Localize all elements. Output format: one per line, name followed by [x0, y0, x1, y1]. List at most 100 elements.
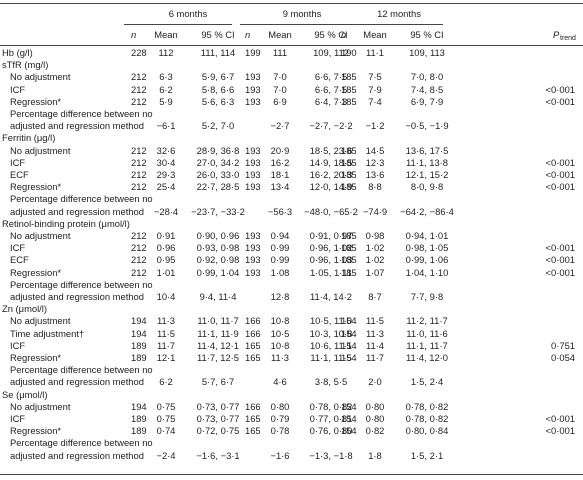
ci-cell: 109, 113 [409, 47, 445, 58]
ci-cell: 0·98, 1·05 [405, 242, 449, 254]
n-cell: 154 [341, 413, 357, 424]
column-header: n [245, 29, 251, 40]
n-cell: 185 [341, 156, 357, 168]
n-cell: 154 [341, 400, 357, 412]
n-cell: 199 [245, 47, 261, 58]
column-header: Mean [268, 29, 292, 40]
p-cell: 0·751 [551, 339, 575, 351]
ci-cell: 11·0, 11·6 [406, 327, 448, 339]
mean-cell: 0·94 [270, 230, 290, 241]
mean-cell: 7·0 [273, 71, 287, 83]
column-header: n [341, 29, 347, 40]
mean-cell: 6·2 [159, 83, 173, 95]
ci-cell: 6·4, 7·3 [314, 95, 348, 107]
ci-cell: 0·73, 0·77 [196, 400, 240, 412]
ci-cell: 109, 112 [313, 47, 349, 58]
group-rule [240, 24, 348, 25]
ci-cell: 0·91, 0·97 [309, 230, 353, 241]
section-title: Retinol-binding protein (μmol/l) [2, 217, 130, 229]
section-title: sTfR (mg/l) [2, 59, 49, 71]
row-label: Regression* [10, 425, 62, 437]
mean-cell: 6·2 [159, 376, 173, 388]
n-cell: 212 [131, 181, 147, 193]
n-cell: 212 [131, 254, 147, 266]
row-label: adjusted and regression method [10, 205, 144, 217]
n-cell: 165 [245, 413, 261, 424]
ci-cell: 11·1, 11·7 [406, 339, 448, 351]
ci-cell: 0·90, 0·96 [196, 230, 240, 241]
ci-cell: 1·5, 2·4 [410, 376, 444, 388]
mean-cell: 0·99 [270, 242, 290, 254]
ci-cell: 0·96, 1·02 [309, 242, 353, 254]
ci-cell: 0·78, 0·82 [309, 400, 353, 412]
row-label: Percentage difference between no [10, 278, 153, 290]
row-label: adjusted and regression method [10, 376, 144, 388]
mean-cell: 13·4 [270, 181, 290, 193]
mean-cell: −74·9 [362, 205, 388, 217]
mean-cell: 0·78 [270, 425, 290, 437]
mean-cell: −2·4 [156, 449, 176, 461]
row-label: ICF [10, 339, 26, 351]
ci-cell: 11·2, 11·7 [406, 315, 448, 327]
mean-cell: 12·3 [365, 156, 385, 168]
row-label: ICF [10, 156, 26, 168]
ci-cell: 7·4, 8·5 [410, 83, 444, 95]
ci-cell: 18·5, 23·6 [309, 144, 353, 156]
ci-cell: −23·7, −33·2 [191, 205, 245, 217]
mean-cell: 16·2 [270, 156, 290, 168]
ci-cell: 5·9, 6·7 [201, 71, 235, 83]
row-label: Regression* [10, 352, 62, 363]
ci-cell: 0·99, 1·06 [405, 254, 449, 266]
mean-cell: 0·75 [156, 413, 176, 424]
header-rule [0, 45, 583, 46]
ci-cell: 0·78, 0·82 [405, 400, 449, 412]
n-cell: 185 [341, 266, 357, 278]
mean-cell: 29·3 [156, 169, 176, 180]
ci-cell: 13·6, 17·5 [405, 144, 449, 156]
column-header: 95 % CI [314, 29, 348, 40]
n-cell: 165 [245, 339, 261, 351]
n-cell: 193 [245, 254, 261, 266]
n-cell: 189 [131, 413, 147, 424]
column-header: Mean [363, 29, 387, 40]
mean-cell: 112 [158, 47, 174, 58]
row-label: adjusted and regression method [10, 120, 144, 132]
mean-cell: 11·3 [270, 352, 290, 363]
mean-cell: 10·4 [156, 291, 176, 302]
ci-cell: −64·2, −86·4 [400, 205, 454, 217]
ci-cell: 7·0, 8·0 [410, 71, 444, 83]
mean-cell: 5·9 [159, 95, 173, 107]
ci-cell: 0·99, 1·04 [196, 266, 240, 278]
n-cell: 212 [131, 169, 147, 180]
mean-cell: −1·2 [365, 120, 385, 132]
mean-cell: 1·07 [365, 266, 385, 278]
ci-cell: 5·8, 6·6 [201, 83, 235, 95]
row-label: adjusted and regression method [10, 291, 144, 302]
mean-cell: 11·5 [365, 315, 385, 327]
n-cell: 185 [341, 95, 357, 107]
ci-cell: 11·1, 11·9 [197, 327, 239, 339]
n-cell: 194 [131, 315, 147, 327]
mean-cell: 7·9 [368, 83, 382, 95]
ci-cell: 10·3, 10·8 [309, 327, 353, 339]
mean-cell: −28·4 [153, 205, 179, 217]
mean-cell: 111 [272, 47, 288, 58]
ci-cell: −0·5, −1·9 [405, 120, 449, 132]
row-label: Percentage difference between no [10, 364, 153, 376]
ci-cell: −1·3, −1·8 [309, 449, 353, 461]
n-cell: 165 [245, 425, 261, 437]
n-cell: 154 [341, 339, 357, 351]
mean-cell: 11·3 [365, 327, 385, 339]
ci-cell: 0·73, 0·77 [196, 413, 240, 424]
ci-cell: 16·2, 20·3 [309, 169, 353, 180]
mean-cell: 25·4 [156, 181, 176, 193]
n-cell: 166 [245, 400, 261, 412]
group-header: 9 months [282, 8, 322, 19]
mean-cell: 18·1 [270, 169, 290, 180]
n-cell: 185 [341, 242, 357, 254]
ci-cell: 27·0, 34·2 [196, 156, 240, 168]
n-cell: 154 [341, 315, 357, 327]
ci-cell: 5·2, 7·0 [201, 120, 235, 132]
mean-cell: 0·96 [156, 242, 176, 254]
